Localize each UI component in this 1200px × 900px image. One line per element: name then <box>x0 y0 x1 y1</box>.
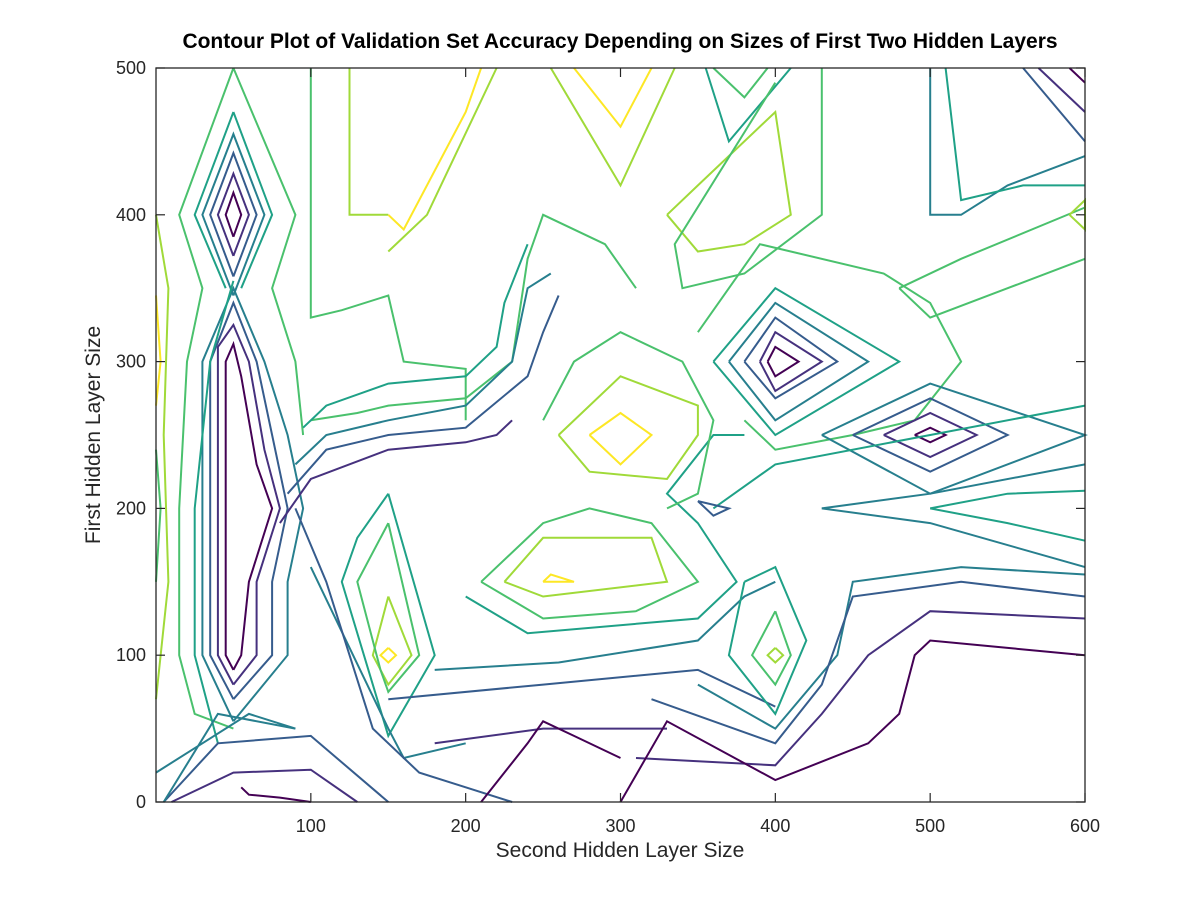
contour-line-level-8 <box>387 67 483 232</box>
x-tick-label: 600 <box>1070 816 1100 836</box>
contour-line-level-7 <box>503 536 669 598</box>
contour-line-level-4 <box>929 68 1086 216</box>
contour-line-level-5 <box>712 404 1086 510</box>
x-tick-label: 100 <box>296 816 326 836</box>
contour-line-level-3 <box>286 295 560 495</box>
x-tick-label: 200 <box>451 816 481 836</box>
x-tick-label: 400 <box>760 816 790 836</box>
contour-line-level-5 <box>232 111 274 289</box>
contour-line-level-6 <box>898 206 1086 290</box>
contour-line-level-5 <box>465 434 745 635</box>
contour-line-level-2 <box>171 768 358 803</box>
contour-line-level-2 <box>279 419 513 524</box>
contour-line-level-4 <box>434 580 776 671</box>
contour-line-level-6 <box>309 68 467 421</box>
contour-line-level-8 <box>573 67 653 129</box>
contour-line-level-5 <box>193 280 235 744</box>
y-axis-label: First Hidden Layer Size <box>82 326 105 544</box>
contour-line-level-1 <box>224 340 274 671</box>
contour-line-level-2 <box>883 411 979 459</box>
contour-line-level-6 <box>712 67 769 99</box>
contour-line-level-6 <box>697 243 963 451</box>
contour-line-level-4 <box>294 272 552 466</box>
contour-line-level-7 <box>371 596 413 687</box>
contour-line-level-6 <box>673 68 823 290</box>
contour-line-level-2 <box>1037 67 1086 113</box>
contour-line-level-5 <box>930 489 1086 510</box>
contour-line-level-2 <box>434 727 667 745</box>
contour-line-level-2 <box>216 170 250 257</box>
contour-line-level-4 <box>728 301 871 422</box>
y-tick-label: 100 <box>116 645 146 665</box>
contour-line-level-1 <box>766 345 801 378</box>
contour-line-level-1 <box>240 786 311 803</box>
y-tick-label: 500 <box>116 58 146 78</box>
x-axis-label: Second Hidden Layer Size <box>496 839 745 862</box>
contour-line-level-6 <box>542 331 715 510</box>
contour-line-level-3 <box>651 580 1086 745</box>
contour-line-level-4 <box>821 507 1086 569</box>
contour-line-level-5 <box>302 243 529 429</box>
contour-line-level-2 <box>216 322 281 686</box>
contour-line-level-8 <box>588 411 654 466</box>
contour-line-level-6 <box>178 67 235 730</box>
x-tick-label: 300 <box>605 816 635 836</box>
contour-line-level-5 <box>712 286 902 437</box>
contour-line-level-4 <box>821 463 1086 510</box>
x-tick-label: 500 <box>915 816 945 836</box>
contour-line-level-3 <box>743 316 840 400</box>
y-tick-label: 300 <box>116 352 146 372</box>
contour-line-level-7 <box>666 109 792 253</box>
contour-line-level-7 <box>766 647 785 664</box>
contour-line-level-7 <box>348 68 389 216</box>
contour-line-level-4 <box>201 131 266 296</box>
contour-line-level-3 <box>209 150 258 277</box>
contour-line-level-7 <box>549 67 676 188</box>
contour-line-level-6 <box>480 507 700 620</box>
contour-line-level-2 <box>759 330 824 393</box>
contour-line-level-1 <box>224 189 243 238</box>
contour-line-level-2 <box>635 610 1086 767</box>
contour-line-level-1 <box>914 426 948 444</box>
contour-line-level-4 <box>309 566 466 760</box>
axis-ticks: 100 200 300 400 500 600 0 100 200 300 400 500 <box>116 58 1100 836</box>
contour-line-level-4 <box>201 285 305 722</box>
contour-line-level-5 <box>944 67 1085 202</box>
y-tick-label: 200 <box>116 498 146 518</box>
contour-line-level-5 <box>340 493 436 739</box>
contour-line-level-6 <box>750 610 792 687</box>
contour-line-level-3 <box>209 300 289 700</box>
contour-line-level-1 <box>1068 67 1086 84</box>
contour-line-level-3 <box>294 508 513 803</box>
y-tick-label: 400 <box>116 205 146 225</box>
contour-line-level-6 <box>898 257 1086 319</box>
contour-line-level-6 <box>232 67 305 436</box>
contour-line-level-7 <box>557 375 699 481</box>
contour-line-level-3 <box>162 734 389 803</box>
chart-title: Contour Plot of Validation Set Accuracy … <box>182 30 1057 53</box>
contour-line-level-3 <box>852 397 1010 473</box>
contour-line-level-3 <box>1022 67 1086 143</box>
contour-line-level-5 <box>930 507 1086 542</box>
contour-line-level-1 <box>480 720 621 803</box>
contour-line-level-6 <box>356 522 421 694</box>
contour-line-level-5 <box>193 111 235 289</box>
contour-line-level-7 <box>387 67 498 253</box>
contour-line-level-7 <box>155 214 170 700</box>
contour-line-level-1 <box>619 639 1086 803</box>
y-tick-label: 0 <box>136 792 146 812</box>
contour-line-level-4 <box>155 712 296 803</box>
contour-line-level-3 <box>388 668 776 708</box>
contour-line-level-5 <box>727 565 808 716</box>
contour-line-level-8 <box>542 573 575 583</box>
contour-line-level-8 <box>379 647 398 664</box>
contour-lines <box>155 67 1088 803</box>
contour-line-level-3 <box>697 500 732 517</box>
